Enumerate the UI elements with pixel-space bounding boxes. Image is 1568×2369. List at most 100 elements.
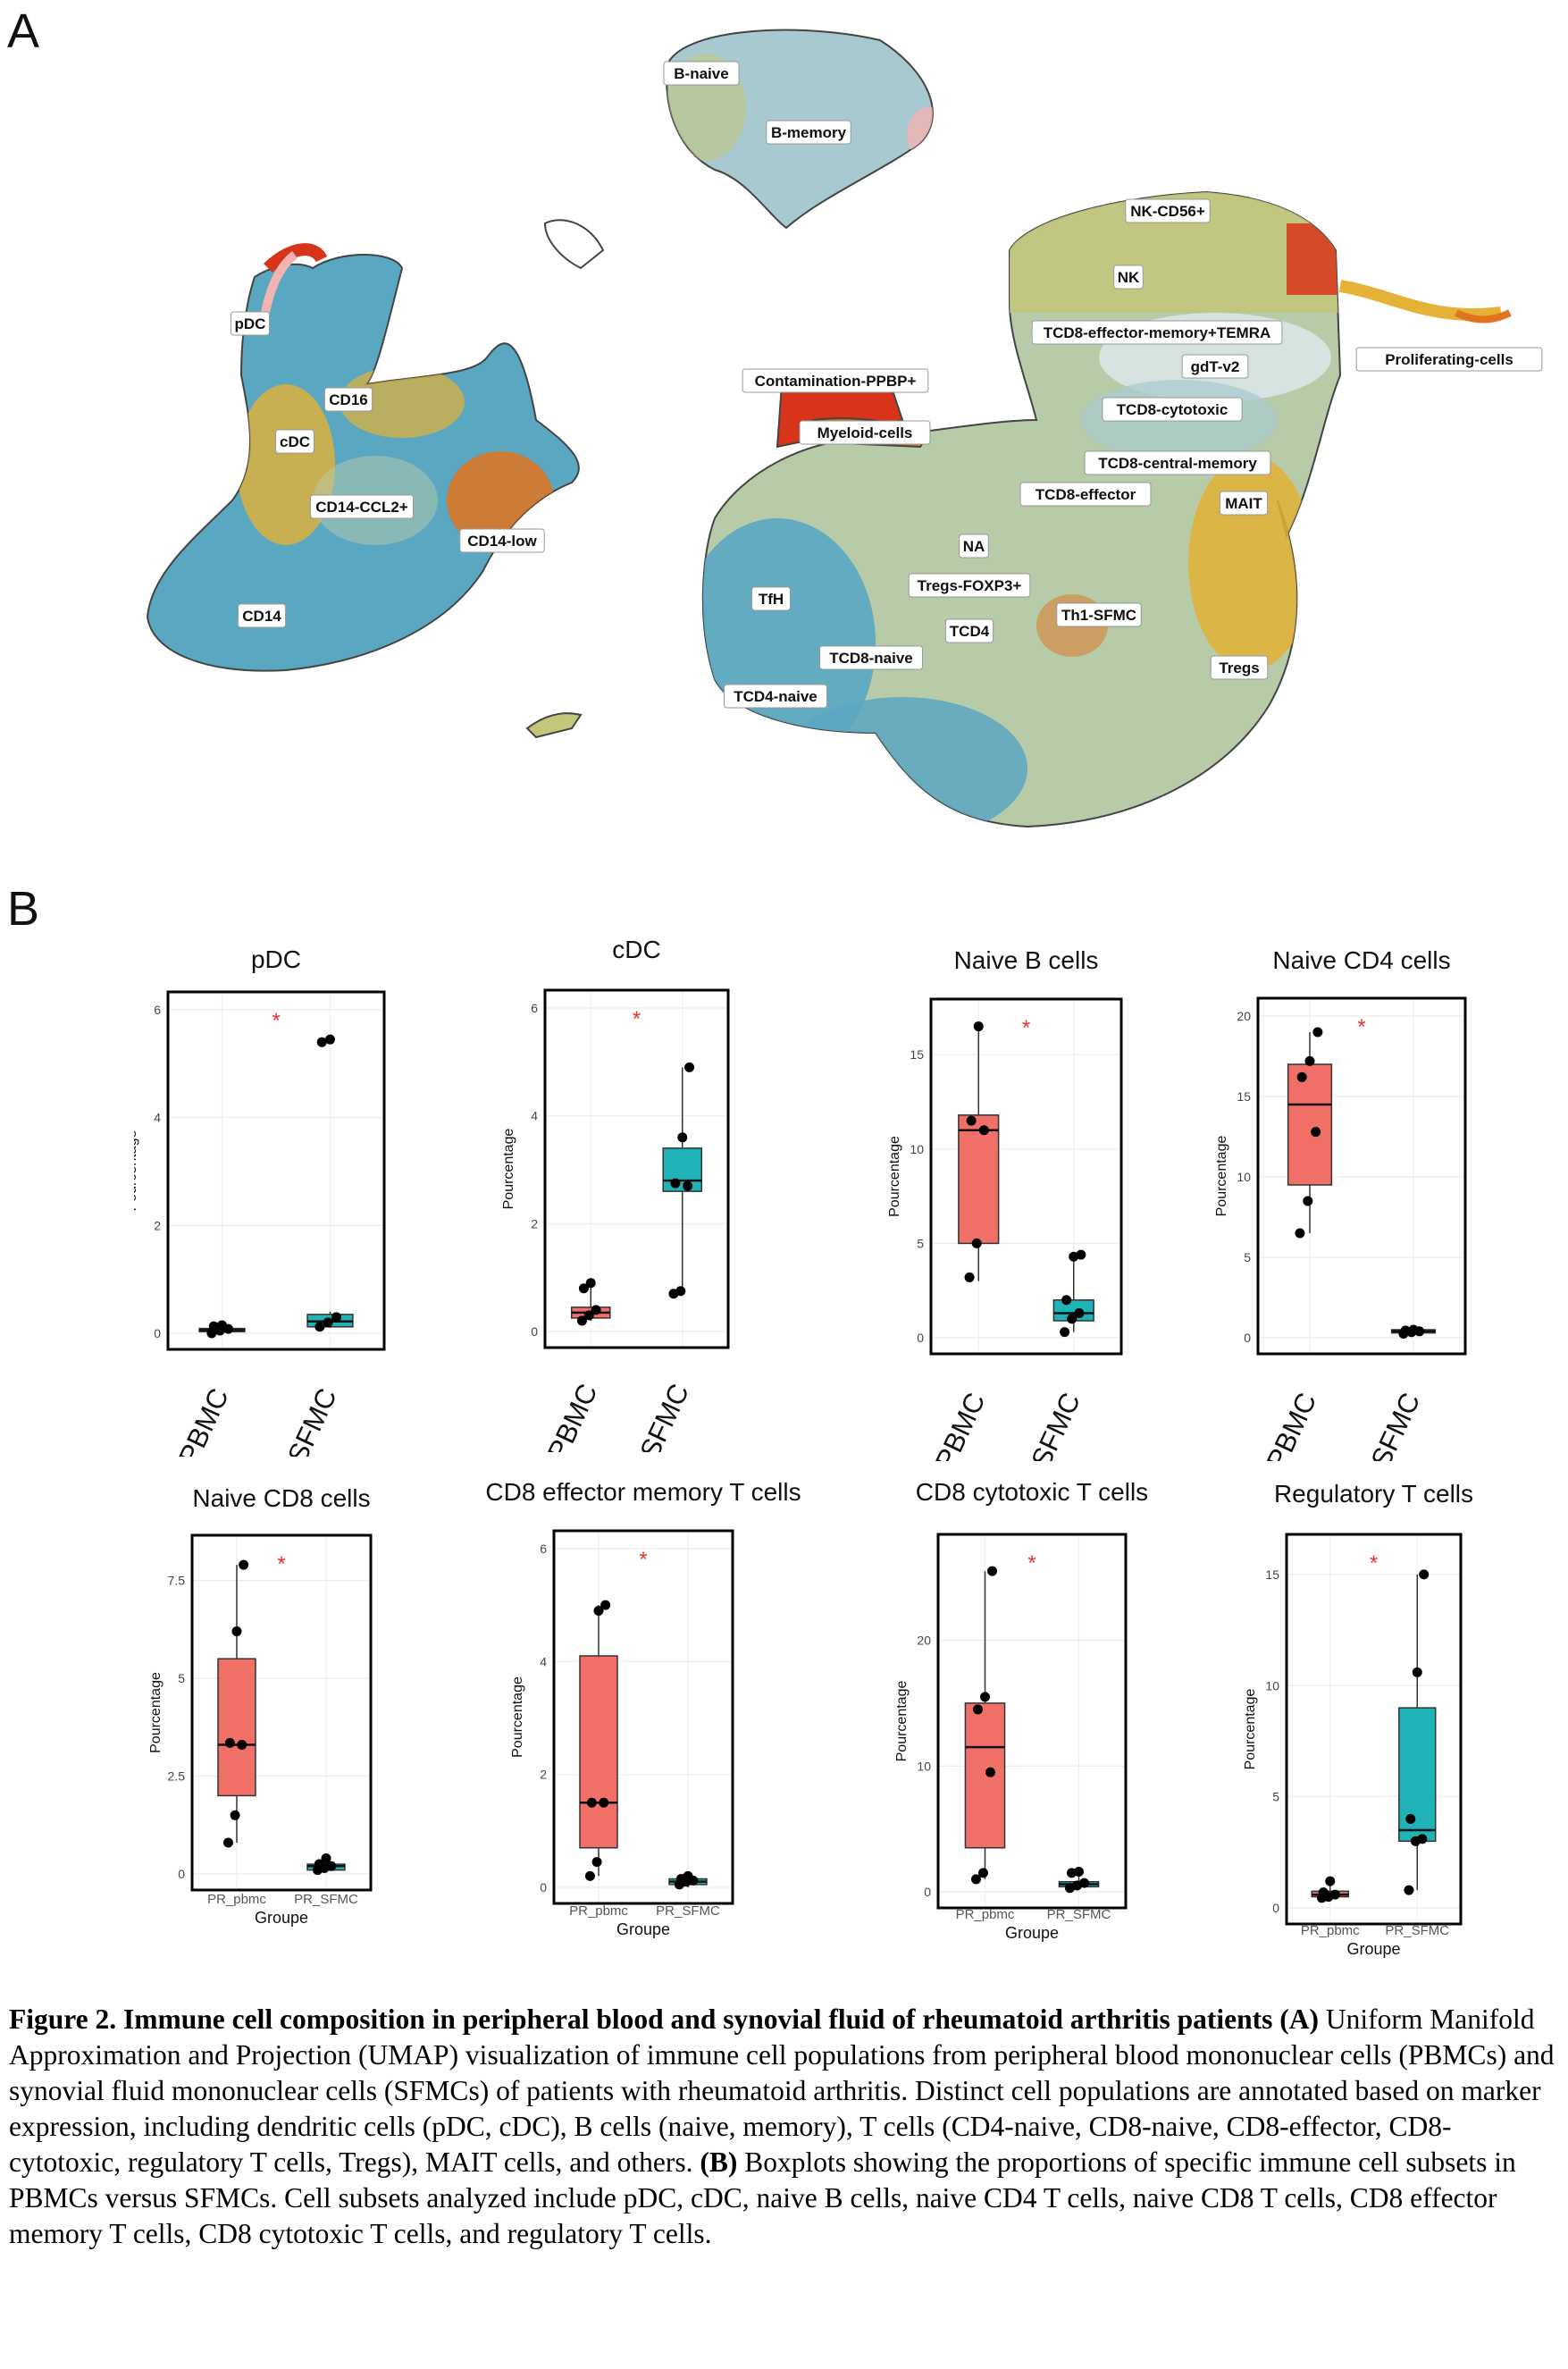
y-tick-label: 0 (154, 1326, 161, 1340)
data-point (583, 1310, 594, 1321)
umap-label: TCD8-cytotoxic (1102, 397, 1243, 422)
y-axis-label: Pourcentage (501, 1129, 516, 1210)
y-tick-label: 4 (154, 1111, 161, 1125)
x-tick-label: PBMC (929, 1388, 992, 1461)
significance-star: * (639, 1548, 647, 1572)
figure-caption: Figure 2. Immune cell composition in per… (9, 2002, 1559, 2252)
data-point (600, 1600, 611, 1610)
y-axis-label: Pourcentage (510, 1676, 525, 1758)
y-tick-label: 20 (1237, 1009, 1251, 1023)
y-tick-label: 0 (917, 1331, 924, 1345)
svg-text:TCD8-effector: TCD8-effector (1036, 486, 1136, 503)
x-tick-label: SFMC (281, 1383, 343, 1457)
box (1398, 1707, 1437, 1843)
data-point (591, 1305, 601, 1315)
chart-cd8-em: CD8 effector memory T cells 0 2 4 6 Pourcenta… (465, 1478, 858, 1966)
svg-text:pDC: pDC (235, 315, 266, 332)
data-point (1067, 1314, 1077, 1324)
y-tick-label: 2.5 (168, 1769, 186, 1784)
umap-label: pDC (231, 311, 270, 336)
data-point (585, 1278, 596, 1289)
significance-star: * (272, 1009, 280, 1033)
small-island-1 (543, 219, 605, 270)
svg-text:B-naive: B-naive (674, 65, 728, 82)
umap-labels: B-naive B-memory NK-CD56+ NK TCD8-effector-m… (231, 61, 1543, 709)
svg-text:cDC: cDC (280, 433, 310, 450)
data-point (231, 1626, 242, 1637)
data-point (1405, 1814, 1416, 1824)
data-point (1074, 1308, 1085, 1319)
data-point (230, 1810, 240, 1820)
data-point (684, 1062, 695, 1072)
y-axis-label: Pourcentage (148, 1672, 164, 1753)
plot-frame (543, 988, 730, 1349)
x-tick-label: PBMC (1261, 1388, 1323, 1461)
data-point (321, 1852, 331, 1863)
data-point (1417, 1834, 1428, 1844)
data-point (683, 1870, 693, 1881)
chart-pdc: pDC 0 2 4 6 Pourcentage * PBMC SFMC (124, 943, 420, 1469)
umap-label: CD16 (323, 387, 373, 412)
data-point (217, 1320, 227, 1331)
y-tick-label: 4 (531, 1109, 538, 1123)
x-axis-label: Groupe (1005, 1924, 1059, 1942)
plot-frame (929, 997, 1123, 1356)
y-axis-label: Pourcentage (134, 1130, 139, 1212)
umap-label: TCD4 (944, 618, 994, 643)
svg-text:gdT-v2: gdT-v2 (1191, 358, 1240, 375)
data-point (1400, 1325, 1411, 1336)
t-nk-cluster (701, 190, 1512, 828)
x-tick-label: PBMC (541, 1379, 604, 1452)
umap-label: Tregs (1210, 655, 1269, 680)
data-point (584, 1870, 595, 1881)
y-tick-label: 4 (540, 1654, 547, 1668)
data-point (677, 1132, 688, 1143)
data-point (675, 1286, 686, 1297)
plot-frame (1285, 1533, 1463, 1926)
data-point (966, 1115, 977, 1126)
data-point (980, 1692, 990, 1702)
x-tick-label: PR_pbmc (207, 1892, 266, 1907)
plot-frame (936, 1533, 1128, 1910)
umap-label: gdT-v2 (1181, 354, 1249, 379)
data-point (683, 1180, 693, 1191)
caption-b-marker: (B) (700, 2146, 738, 2178)
y-tick-label: 5 (178, 1671, 185, 1685)
data-point (1076, 1249, 1086, 1260)
data-point (987, 1566, 998, 1576)
y-tick-label: 20 (917, 1634, 931, 1648)
data-point (326, 1861, 337, 1871)
y-tick-label: 0 (540, 1880, 547, 1894)
svg-text:TCD8-central-memory: TCD8-central-memory (1098, 455, 1257, 472)
umap-label: TCD8-naive (819, 645, 923, 670)
x-tick-label: SFMC (1025, 1388, 1086, 1461)
y-tick-label: 0 (178, 1867, 185, 1881)
x-tick-label: PR_pbmc (1301, 1923, 1360, 1938)
data-point (325, 1034, 335, 1045)
significance-star: * (1022, 1016, 1030, 1040)
y-tick-label: 15 (910, 1047, 924, 1062)
data-point (977, 1868, 988, 1878)
data-point (1296, 1071, 1307, 1082)
y-tick-label: 0 (1272, 1901, 1279, 1915)
data-point (222, 1837, 233, 1848)
umap-label: Proliferating-cells (1355, 347, 1543, 372)
data-point (1325, 1876, 1336, 1886)
box (579, 1655, 618, 1849)
umap-label: NK (1113, 265, 1144, 290)
svg-text:NK: NK (1118, 269, 1140, 286)
umap-label: TCD8-central-memory (1084, 450, 1271, 475)
umap-label: TCD8-effector-memory+TEMRA (1031, 320, 1283, 345)
data-point (1408, 1324, 1419, 1335)
chart-naive-cd4: Naive CD4 cells 0 5 10 15 20 Pourcentage * PBMC S… (1197, 946, 1501, 1474)
data-point (972, 1704, 983, 1715)
data-point (1079, 1878, 1090, 1888)
y-tick-label: 10 (1265, 1678, 1279, 1693)
data-point (1295, 1228, 1305, 1239)
y-tick-label: 10 (917, 1759, 931, 1773)
chart-title: CD8 effector memory T cells (485, 1479, 801, 1506)
y-axis-label: Pourcentage (1243, 1689, 1258, 1770)
chart-title: cDC (612, 938, 660, 963)
x-tick-label: PR_pbmc (956, 1907, 1015, 1922)
data-point (970, 1874, 981, 1885)
